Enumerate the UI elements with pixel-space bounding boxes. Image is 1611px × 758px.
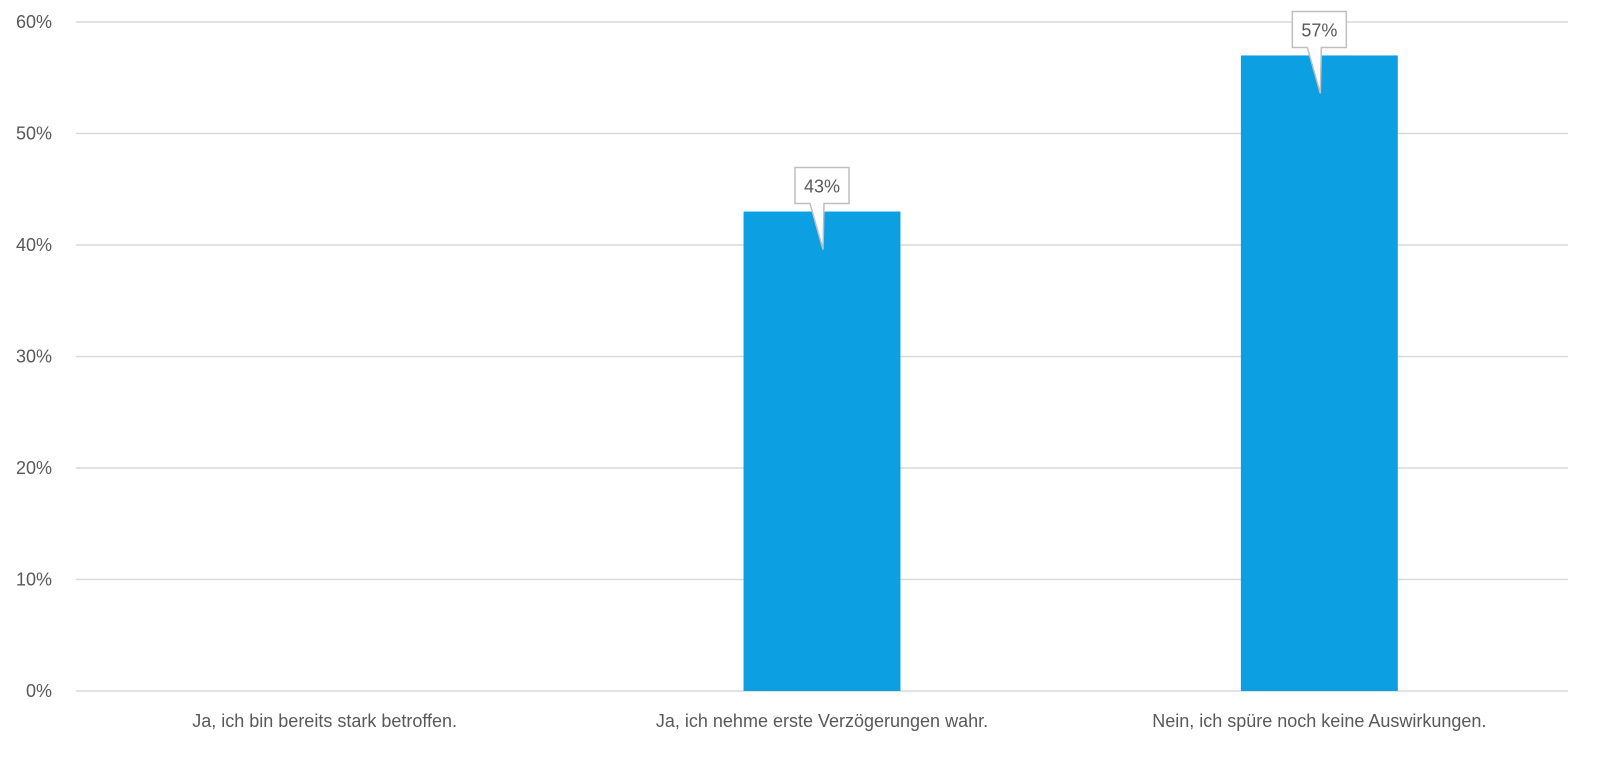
data-labels: 43% 57% — [794, 10, 1348, 250]
data-label-callout: 57% — [1291, 10, 1348, 94]
bar — [743, 211, 901, 692]
y-tick-label: 0% — [26, 681, 52, 701]
y-axis-tick-labels: 0% 10% 20% 30% 40% 50% 60% — [16, 12, 52, 701]
callout-box — [1291, 10, 1348, 94]
x-category-label: Nein, ich spüre noch keine Auswirkungen. — [1152, 711, 1486, 731]
y-tick-label: 50% — [16, 124, 52, 144]
bars — [743, 55, 1398, 692]
x-category-label: Ja, ich bin bereits stark betroffen. — [192, 711, 457, 731]
callout-box — [794, 166, 850, 250]
y-tick-label: 20% — [16, 458, 52, 478]
x-axis-category-labels: Ja, ich bin bereits stark betroffen. Ja, … — [192, 711, 1486, 731]
x-category-label: Ja, ich nehme erste Verzögerungen wahr. — [656, 711, 988, 731]
y-tick-label: 40% — [16, 235, 52, 255]
bar — [1240, 55, 1398, 691]
data-label: 57% — [1301, 20, 1337, 40]
y-tick-label: 10% — [16, 570, 52, 590]
y-tick-label: 30% — [16, 347, 52, 367]
data-label: 43% — [804, 177, 840, 197]
y-tick-label: 60% — [16, 12, 52, 32]
data-label-callout: 43% — [794, 166, 850, 250]
